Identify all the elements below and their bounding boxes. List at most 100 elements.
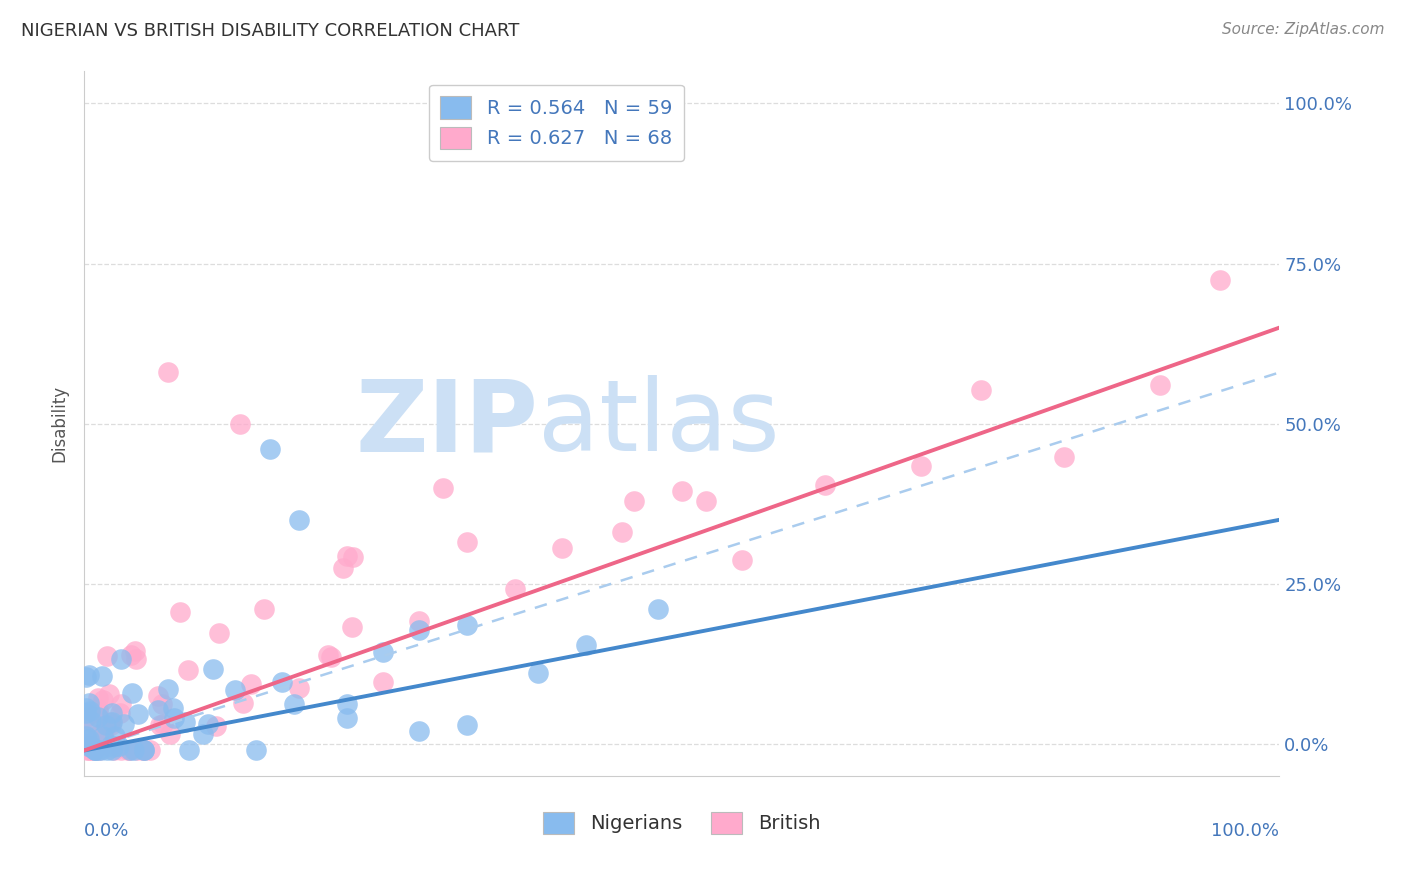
Point [205,719,228,733]
Point [76,730,98,744]
Point [503,582,526,597]
Point [527,666,550,681]
Point [208,626,231,640]
Point [86,739,108,754]
Point [224,683,246,698]
Point [110,697,132,711]
Point [75,706,97,721]
Point [75,737,97,751]
Point [110,743,132,757]
Point [110,706,132,721]
Point [83,733,105,747]
Point [1053,450,1076,464]
Point [93,723,115,738]
Point [101,706,124,720]
Point [456,535,478,549]
Legend: Nigerians, British: Nigerians, British [533,802,831,844]
Point [79,667,101,681]
Point [121,686,143,700]
Point [87,710,110,724]
Point [163,711,186,725]
Point [87,743,110,757]
Point [695,494,717,508]
Point [86,728,108,742]
Point [177,743,200,757]
Point [157,366,180,380]
Point [124,652,146,666]
Point [336,549,359,563]
Point [146,689,169,703]
Point [408,624,430,638]
Point [87,742,110,756]
Text: ZIP: ZIP [356,376,538,472]
Point [174,715,197,730]
Point [336,711,359,725]
Point [87,702,110,716]
Point [432,481,454,495]
Point [408,724,430,739]
Point [245,743,267,757]
Point [169,605,191,619]
Point [100,738,122,752]
Point [90,743,112,757]
Point [132,743,155,757]
Point [103,743,125,757]
Point [647,602,669,616]
Point [127,743,149,757]
Text: 0.0%: 0.0% [84,822,129,840]
Point [259,442,281,457]
Point [373,645,395,659]
Point [1149,378,1171,392]
Point [120,743,142,757]
Point [100,718,122,732]
Point [152,717,174,731]
Point [332,560,354,574]
Point [671,484,693,499]
Point [122,743,145,757]
Point [83,743,105,757]
Point [77,731,100,746]
Point [159,727,181,741]
Point [197,716,219,731]
Point [176,663,198,677]
Point [79,704,101,718]
Point [240,676,263,690]
Point [408,614,430,628]
Point [201,662,224,676]
Point [271,674,294,689]
Text: 100.0%: 100.0% [1212,822,1279,840]
Point [83,743,105,757]
Point [127,706,149,721]
Point [101,739,124,754]
Point [132,743,155,757]
Point [98,714,121,729]
Point [118,743,141,757]
Point [456,718,478,732]
Point [76,743,98,757]
Point [288,513,311,527]
Point [87,690,110,705]
Point [139,743,162,757]
Point [232,696,254,710]
Point [342,550,364,565]
Point [80,714,103,729]
Point [79,696,101,710]
Point [336,698,359,712]
Point [134,743,156,757]
Point [104,729,127,743]
Point [107,739,129,753]
Point [229,417,252,431]
Point [623,493,645,508]
Point [910,458,932,473]
Point [117,743,139,757]
Point [75,670,97,684]
Point [97,687,120,701]
Point [83,743,105,757]
Point [124,644,146,658]
Point [90,669,112,683]
Point [456,617,478,632]
Point [319,649,342,664]
Point [79,739,101,754]
Point [146,703,169,717]
Point [814,478,837,492]
